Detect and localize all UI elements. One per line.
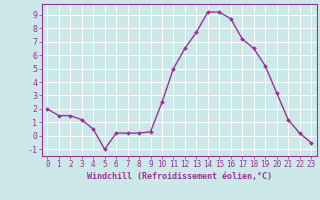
X-axis label: Windchill (Refroidissement éolien,°C): Windchill (Refroidissement éolien,°C) bbox=[87, 172, 272, 181]
